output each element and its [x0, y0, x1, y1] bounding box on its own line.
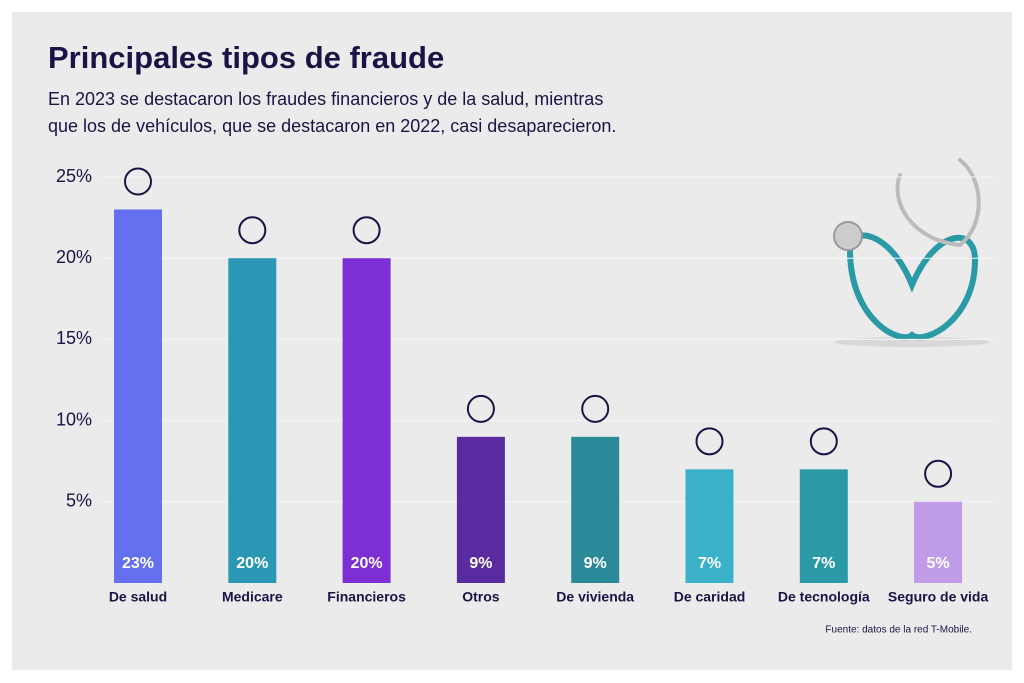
x-tick-label: De salud — [109, 589, 167, 605]
x-tick-label: De tecnología — [778, 589, 870, 605]
value-label: 7% — [698, 555, 721, 572]
category-icon — [238, 216, 267, 245]
bar — [914, 501, 963, 583]
value-label: 20% — [236, 555, 268, 572]
category-icon — [695, 427, 724, 456]
bar — [456, 436, 505, 583]
category-icon — [466, 394, 495, 423]
category-icon — [124, 167, 152, 196]
x-tick-label: De vivienda — [556, 589, 634, 605]
value-label: 9% — [584, 555, 607, 572]
x-tick-label: De caridad — [674, 589, 746, 605]
y-tick-label: 15% — [56, 328, 92, 348]
y-tick-label: 5% — [66, 491, 92, 511]
y-tick-label: 25% — [56, 166, 92, 186]
value-label: 9% — [469, 555, 492, 572]
chart-title: Principales tipos de fraude — [48, 40, 444, 75]
value-label: 20% — [351, 555, 383, 572]
bar — [799, 469, 848, 583]
category-icon — [352, 216, 381, 245]
y-tick-label: 20% — [56, 247, 92, 267]
source: Fuente: datos de la red T-Mobile. — [825, 625, 972, 636]
x-tick-label: Medicare — [222, 589, 283, 605]
bar — [571, 436, 620, 583]
bar — [114, 209, 162, 584]
category-icon — [809, 427, 838, 456]
bar — [342, 258, 391, 583]
x-tick-label: Seguro de vida — [888, 589, 989, 605]
x-tick-label: Otros — [462, 589, 500, 605]
category-icon — [924, 459, 953, 488]
x-tick-label: Financieros — [327, 589, 406, 605]
value-label: 23% — [122, 555, 154, 572]
y-tick-label: 10% — [56, 409, 92, 429]
value-label: 7% — [812, 555, 835, 572]
value-label: 5% — [927, 555, 950, 572]
bar — [685, 469, 734, 583]
category-icon — [581, 394, 610, 423]
subtitle: que los de vehículos, que se destacaron … — [48, 116, 616, 136]
subtitle: En 2023 se destacaron los fraudes financ… — [48, 89, 603, 109]
bar — [228, 258, 277, 583]
